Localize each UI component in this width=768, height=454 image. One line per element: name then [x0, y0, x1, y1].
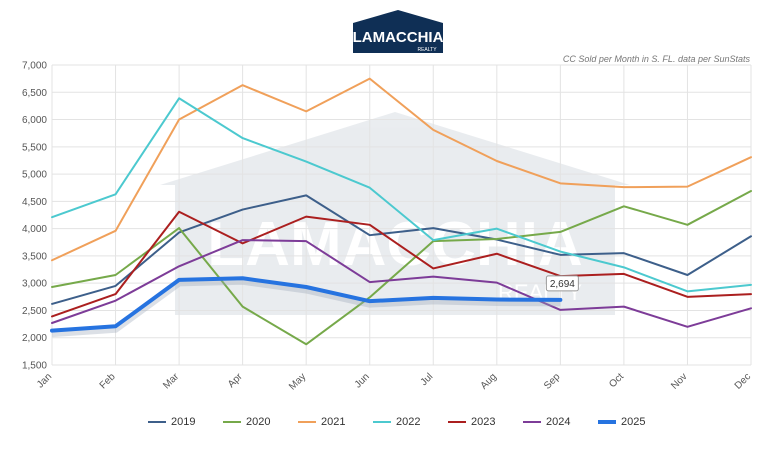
x-tick-label: Sep	[542, 371, 563, 392]
legend-item-2020[interactable]: 2020	[223, 414, 270, 430]
legend-swatch	[448, 421, 466, 423]
legend-label: 2019	[171, 416, 196, 428]
x-tick-label: Dec	[733, 371, 753, 391]
x-tick-label: Apr	[226, 371, 245, 390]
logo-roof-icon	[353, 10, 443, 23]
series-line-2019	[51, 194, 752, 305]
x-tick-label: Jun	[353, 371, 372, 390]
x-tick-label: May	[287, 371, 308, 392]
x-tick-label: Aug	[479, 371, 499, 391]
legend-label: 2025	[621, 416, 646, 428]
legend-label: 2021	[321, 416, 346, 428]
x-tick-label: Mar	[161, 371, 181, 391]
y-tick-label: 3,500	[22, 251, 47, 262]
lamacchia-logo: LAMACCHIA REALTY	[349, 8, 447, 56]
y-tick-label: 4,500	[22, 197, 47, 208]
y-tick-label: 6,000	[22, 115, 47, 126]
legend-swatch	[373, 421, 391, 423]
series-shadow-2025	[51, 277, 561, 338]
legend-item-2025[interactable]: 2025	[598, 414, 645, 430]
series-line-2020	[51, 190, 752, 346]
logo-text: LAMACCHIA	[353, 29, 444, 46]
logo-subtext: REALTY	[417, 47, 437, 53]
legend-label: 2022	[396, 416, 421, 428]
legend-swatch	[148, 421, 166, 423]
chart-subtitle: CC Sold per Month in S. FL. data per Sun…	[562, 54, 750, 64]
series-line-2022	[51, 97, 752, 293]
series-line-2023	[51, 210, 752, 318]
y-tick-label: 7,000	[22, 61, 47, 72]
watermark-text: LAMACCHIA	[207, 210, 582, 279]
x-tick-label: Jan	[35, 371, 54, 390]
y-tick-label: 3,000	[22, 279, 47, 290]
x-tick-label: Feb	[98, 371, 118, 391]
y-tick-label: 2,000	[22, 333, 47, 344]
legend-label: 2020	[246, 416, 271, 428]
y-tick-label: 1,500	[22, 361, 47, 372]
x-tick-label: Oct	[607, 371, 626, 390]
chart-legend: 2019 2020 2021 2022 2023 2024 2025	[0, 414, 768, 432]
legend-item-2021[interactable]: 2021	[298, 414, 345, 430]
logo-body	[353, 23, 443, 53]
y-tick-label: 4,000	[22, 224, 47, 235]
y-tick-label: 5,500	[22, 142, 47, 153]
legend-item-2022[interactable]: 2022	[373, 414, 420, 430]
x-tick-label: Jul	[419, 371, 436, 388]
legend-swatch	[598, 420, 616, 424]
y-tick-label: 5,000	[22, 170, 47, 181]
data-label: 2,694	[550, 279, 575, 290]
legend-item-2024[interactable]: 2024	[523, 414, 570, 430]
legend-swatch	[523, 421, 541, 423]
series-line-2021	[51, 77, 752, 262]
legend-item-2023[interactable]: 2023	[448, 414, 495, 430]
series-line-2024	[51, 239, 752, 328]
legend-swatch	[298, 421, 316, 423]
legend-label: 2023	[471, 416, 496, 428]
legend-item-2019[interactable]: 2019	[148, 414, 195, 430]
y-tick-label: 2,500	[22, 306, 47, 317]
data-label-box	[545, 275, 579, 292]
x-tick-label: Nov	[669, 371, 689, 391]
legend-label: 2024	[546, 416, 571, 428]
series-line-2025	[50, 276, 563, 333]
y-tick-label: 6,500	[22, 88, 47, 99]
legend-swatch	[223, 421, 241, 423]
